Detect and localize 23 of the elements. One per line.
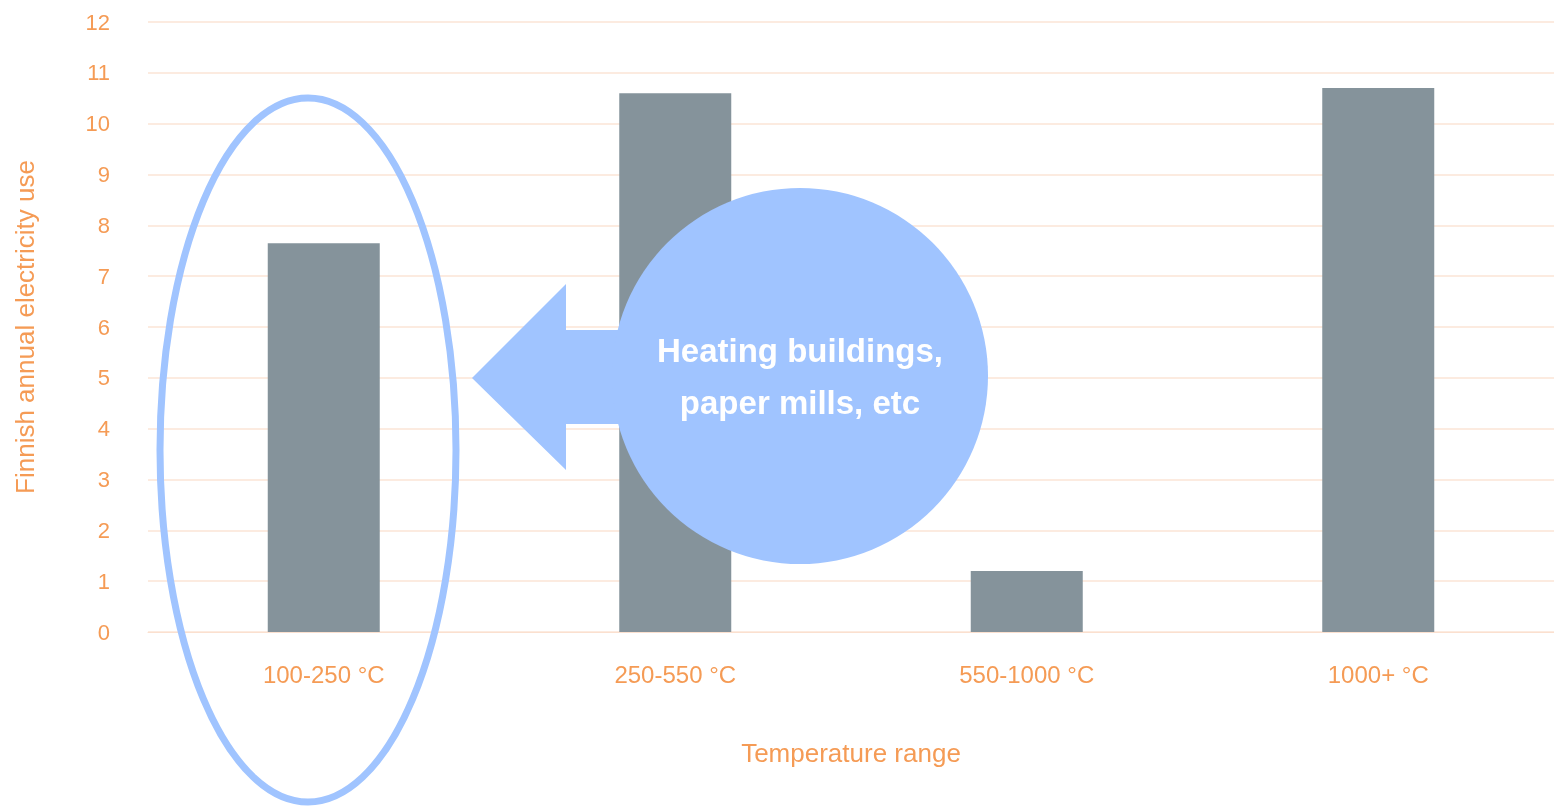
x-tick-label: 250-550 °C: [614, 660, 737, 688]
annotation: Heating buildings, paper mills, etc: [656, 331, 944, 423]
bar: [1322, 88, 1435, 632]
x-axis-title: Temperature range: [741, 738, 961, 768]
y-tick-label: 8: [97, 212, 110, 238]
x-tick-label: 550-1000 °C: [959, 660, 1095, 688]
x-tick-label: 100-250 °C: [262, 660, 385, 688]
y-tick-label: 3: [97, 467, 110, 492]
bar: [970, 571, 1083, 632]
y-axis-title: Finnish annual electricity use: [10, 160, 40, 494]
y-tick-label: 9: [97, 162, 110, 187]
y-tick-label: 6: [97, 314, 110, 340]
y-tick-label: 7: [97, 263, 110, 289]
y-tick-label: 0: [97, 619, 110, 645]
y-tick-label: 4: [97, 416, 110, 442]
y-tick-label: 1: [97, 568, 110, 594]
x-tick-label: 1000+ °C: [1327, 660, 1429, 688]
y-tick-label: 12: [85, 9, 110, 35]
y-tick-label: 11: [87, 60, 110, 86]
bar: [267, 243, 380, 632]
y-tick-label: 5: [97, 365, 110, 391]
y-tick-label: 10: [85, 111, 110, 137]
y-tick-label: 2: [97, 517, 110, 543]
